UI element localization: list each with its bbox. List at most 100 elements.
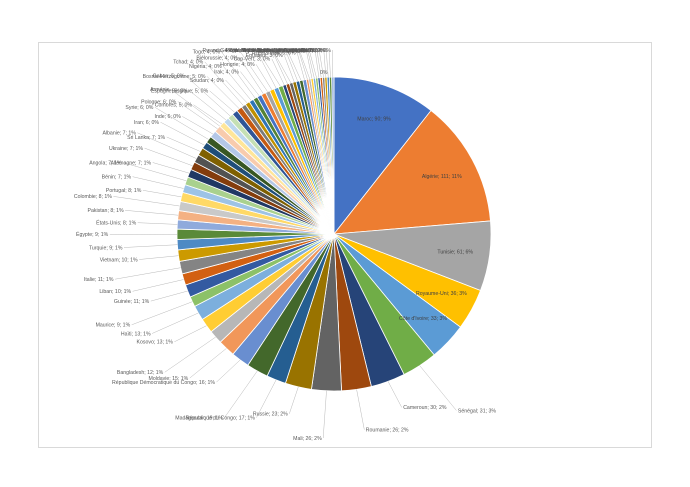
- data-label-roumanie: Roumanie; 26; 2%: [366, 427, 409, 433]
- data-label-vietnam: Vietnam; 10; 1%: [100, 257, 138, 263]
- data-label-benin: Bénin; 7; 1%: [102, 175, 132, 181]
- leader-line-serbie: [316, 49, 322, 78]
- data-label-kenya: Kenya; 2; 0%: [283, 48, 314, 54]
- data-label-togo: Togo; 4; 0%: [193, 50, 221, 56]
- data-label-republique-du-congo: République du Congo; 17; 1%: [186, 416, 256, 422]
- leader-line-madagascar: [224, 370, 258, 418]
- leader-line-benin: [132, 176, 184, 189]
- leader-line-kosovo: [174, 325, 207, 342]
- data-label-grece: Grèce; 2; 0%: [301, 48, 332, 54]
- leader-line-espagne: [189, 90, 227, 121]
- data-label-nigeria: Nigéria; 4; 0%: [189, 64, 222, 70]
- data-label-guinee: Guinée; 11; 1%: [114, 299, 150, 305]
- leader-line-ukraine: [144, 147, 193, 166]
- data-label-azerbaidjan: Azerbaïdjan; 3; 0%: [252, 50, 296, 56]
- data-label-bulgarie: Bulgarie; 2; 0%: [270, 49, 306, 55]
- data-label-tunisie: Tunisie; 61; 6%: [437, 249, 473, 255]
- data-label-rwanda: Rwanda; 4; 0%: [203, 48, 239, 54]
- leader-line-armenie: [170, 89, 220, 127]
- leader-line-guinee: [150, 290, 188, 302]
- leader-line-pakistan: [125, 210, 179, 216]
- leader-line-pologne: [177, 101, 218, 129]
- data-label-kosovo: Kosovo; 13; 1%: [137, 340, 174, 346]
- leader-line-equateur: [284, 55, 295, 83]
- leader-line-nigeria: [222, 65, 252, 101]
- leader-line-yougoslavie: [323, 49, 327, 78]
- leader-line-tchad: [204, 61, 244, 106]
- data-labels: Maroc; 90; 9% Algérie; 111; 11% Tunisie; 6…: [74, 48, 497, 442]
- leader-lines: [109, 49, 457, 439]
- data-label-armenie: Arménie: [150, 87, 169, 93]
- data-label-israel: Israël; 2; 0%: [299, 48, 328, 54]
- leader-line-republique-populaire-du-congo: [318, 49, 324, 78]
- leader-line-angola: [122, 162, 187, 181]
- leader-line-georgie: [256, 50, 277, 89]
- leader-line-cambodge: [299, 49, 310, 79]
- data-label-pologne: Pologne; 6; 0%: [141, 99, 177, 105]
- data-label-turquie: Turquie; 9; 1%: [89, 245, 123, 251]
- leader-line-cameroun: [387, 381, 402, 408]
- leader-line-mali: [323, 390, 327, 439]
- data-label-ukraine: Ukraine; 7; 1%: [109, 146, 143, 152]
- data-label-espagne: Espagne; 5; 0%: [151, 88, 188, 94]
- data-label-maurice: Maurice; 9; 1%: [96, 323, 131, 329]
- leader-line-turquie: [123, 244, 178, 248]
- data-label-sri-lanka: Sri Lanka; 7; 1%: [127, 135, 165, 141]
- leader-line-russie: [289, 386, 299, 414]
- data-label-tchad: Tchad; 4; 0%: [173, 60, 203, 66]
- leader-line-haiti: [152, 312, 199, 334]
- leader-line-perou: [257, 49, 281, 87]
- leader-line-colombie: [113, 196, 180, 207]
- data-label-italie: Italie; 11; 1%: [84, 277, 114, 283]
- pie-slice-algerie: [333, 109, 491, 235]
- data-label-comores: Comores; 5; 0%: [155, 103, 193, 109]
- leader-line-republique-democratique-du-congo: [216, 359, 241, 383]
- data-label-zaire: Zaïre; 2; 0%: [296, 48, 325, 54]
- leader-line-republique-du-congo: [256, 379, 277, 418]
- leader-line-irak: [240, 71, 260, 97]
- leader-line-zaire: [326, 49, 329, 78]
- leader-line-togo: [221, 51, 256, 99]
- data-label-georgie: Géorgie; 4; 0%: [220, 48, 255, 54]
- leader-line-hongrie: [255, 64, 272, 90]
- leader-line-moldavie: [189, 348, 227, 379]
- leader-line-gabon: [185, 75, 231, 117]
- leader-line-soudan: [225, 79, 248, 104]
- data-label-afrique-du-sud: Afrique du sud; 2; 0%: [256, 48, 306, 54]
- data-label-etats-unis: États-Unis; 8; 1%: [96, 220, 136, 227]
- leader-line-bielorussie: [239, 57, 264, 94]
- data-label-yougoslavie: Yougoslavie; 2; 0%: [278, 48, 322, 54]
- leader-line-rwanda: [239, 49, 268, 92]
- leader-line-maurice: [131, 301, 193, 325]
- leader-line-syrie: [154, 107, 209, 140]
- data-label-republique-democratique-du-congo: République Démocratique du Congo; 16; 1%: [112, 380, 215, 386]
- data-label-gabon: Gabon; 5; 0%: [153, 74, 185, 80]
- data-label-colombie: Colombie; 8; 1%: [74, 194, 112, 200]
- data-label-perou: Pérou; 4; 0%: [226, 48, 256, 54]
- data-label-syrie: Syrie; 6; 0%: [125, 105, 153, 111]
- leader-line-mexique: [272, 49, 292, 84]
- data-label-egypte: Égypte; 9; 1%: [76, 231, 109, 238]
- data-label-montenegro: Monténégro; 3; 0%: [242, 48, 286, 54]
- leader-line-israel: [328, 49, 331, 78]
- leader-line-italie: [114, 267, 181, 280]
- data-label-bresil: Brésil; 3; 0%: [241, 48, 271, 54]
- data-label-cambodge: Cambodge; 2; 0%: [256, 48, 298, 54]
- start-percent-label: 0%: [320, 70, 328, 76]
- leader-line-bulgarie: [306, 51, 313, 79]
- leader-line-mauritanie: [285, 49, 298, 82]
- data-label-pakistan: Pakistan; 8; 1%: [88, 208, 124, 214]
- data-label-inde: Inde; 6; 0%: [155, 114, 182, 120]
- data-label-haiti: Haïti; 13; 1%: [121, 331, 151, 337]
- leader-line-albanie: [137, 132, 197, 159]
- data-label-mali: Mali; 26; 2%: [293, 436, 322, 442]
- data-label-angola: Angola; 7; 1%: [89, 160, 122, 166]
- leader-line-bresil: [271, 49, 288, 85]
- leader-line-allemagne: [152, 162, 190, 174]
- data-label-royaume-uni: Royaume-Uni; 36; 3%: [416, 291, 467, 297]
- leader-line-vietnam: [139, 255, 179, 260]
- data-label-maroc: Maroc; 90; 9%: [357, 116, 391, 122]
- data-label-belgique: Belgique; 5; 0%: [172, 89, 209, 95]
- leader-line-etats-unis: [137, 222, 178, 225]
